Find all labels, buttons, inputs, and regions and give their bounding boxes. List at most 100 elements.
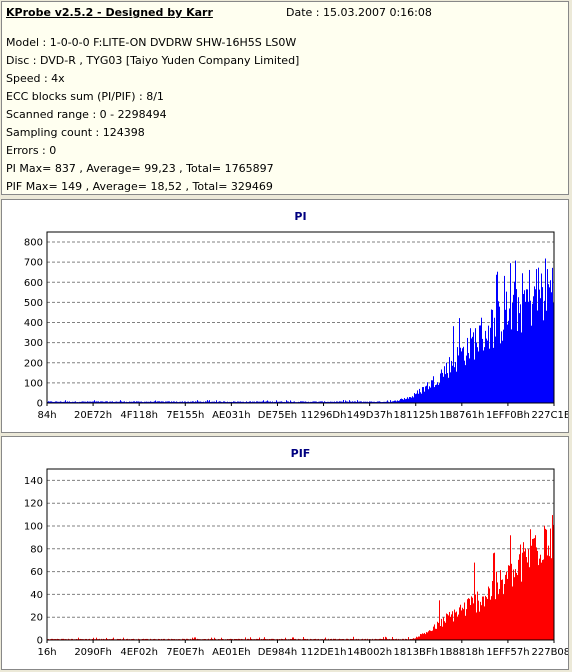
pif-bar	[183, 638, 184, 640]
pif-bar	[499, 588, 500, 640]
pi-bar	[520, 304, 521, 403]
pif-bar	[380, 638, 381, 640]
pi-xtick-label: AE031h	[212, 410, 251, 421]
pif-bar	[449, 611, 450, 640]
pif-bar	[463, 609, 464, 640]
pi-bar	[497, 271, 498, 403]
pi-bar	[338, 401, 339, 403]
pi-bar	[319, 401, 320, 403]
pi-bar	[423, 387, 424, 403]
pi-bar	[461, 351, 462, 403]
pi-bar	[387, 400, 388, 403]
pif-bar	[496, 571, 497, 640]
pif-bar	[269, 638, 270, 640]
pi-bar	[452, 365, 453, 403]
pif-bar	[504, 584, 505, 640]
pif-bar	[473, 603, 474, 640]
pif-bar	[358, 638, 359, 640]
pi-bar	[137, 401, 138, 403]
pif-bar	[509, 565, 510, 640]
pi-bar	[310, 401, 311, 403]
pi-bar	[201, 401, 202, 403]
pif-bar	[365, 638, 366, 640]
pif-bar	[544, 525, 545, 640]
pif-bar	[450, 616, 451, 640]
pi-bar	[118, 401, 119, 403]
pif-bar	[221, 637, 222, 640]
pi-bar	[399, 400, 400, 403]
pi-bar	[515, 260, 516, 403]
pi-bar	[54, 401, 55, 403]
pif-bar	[486, 597, 487, 640]
pif-bar	[51, 638, 52, 640]
pi-bar	[52, 401, 53, 403]
pif-bar	[403, 638, 404, 640]
pi-bar	[173, 401, 174, 403]
pi-bar	[200, 401, 201, 403]
pi-bar	[290, 400, 291, 403]
pi-xtick-label: 84h	[37, 410, 56, 421]
pi-bar	[348, 401, 349, 403]
pi-bar	[202, 401, 203, 403]
pi-chart: PI 0 100 200 300 400 500 600 700 800 84h 20E72h 4F11…	[24, 210, 568, 421]
pif-bar	[171, 638, 172, 640]
pi-bar	[157, 401, 158, 403]
pi-bar	[536, 269, 537, 403]
pi-bar	[447, 373, 448, 403]
pi-bar	[225, 401, 226, 403]
pif-bar	[127, 638, 128, 640]
pi-bar	[234, 401, 235, 403]
pi-bar	[357, 400, 358, 403]
pif-bar	[489, 588, 490, 640]
info-sampling-count: Sampling count : 124398	[6, 126, 145, 139]
pif-bar	[318, 638, 319, 640]
app-title: KProbe v2.5.2 - Designed by Karr	[6, 6, 213, 19]
pif-bar	[150, 638, 151, 640]
pi-bar	[445, 374, 446, 403]
pi-bar	[249, 401, 250, 403]
pif-bar	[537, 550, 538, 640]
pi-bar	[332, 401, 333, 403]
pif-bar	[257, 638, 258, 640]
pif-bar	[356, 638, 357, 640]
pif-bar	[423, 633, 424, 640]
pif-bar	[303, 637, 304, 640]
pi-bar	[140, 401, 141, 403]
pi-bar	[443, 376, 444, 403]
pif-bar	[475, 594, 476, 640]
pi-bar	[342, 401, 343, 403]
pi-bar	[79, 401, 80, 403]
pi-bar	[56, 401, 57, 403]
pif-bar	[508, 565, 509, 640]
pif-bar	[487, 598, 488, 640]
pi-bar	[327, 401, 328, 403]
pi-bar	[325, 401, 326, 403]
pif-bar	[452, 611, 453, 640]
pi-bar	[524, 290, 525, 403]
pif-bar	[438, 622, 439, 640]
pi-bar	[193, 401, 194, 403]
pi-bar	[278, 401, 279, 403]
pif-xtick-label: 1813BFh	[394, 647, 438, 658]
pi-bar	[464, 360, 465, 403]
pi-bar	[374, 401, 375, 403]
pif-bar	[238, 638, 239, 640]
pi-bar	[152, 401, 153, 403]
pif-bar	[429, 630, 430, 640]
pi-bar	[501, 331, 502, 403]
pi-bar	[529, 269, 530, 403]
pi-bar	[408, 398, 409, 403]
pif-ytick-label: 120	[24, 499, 43, 510]
pi-bar	[298, 401, 299, 403]
pi-bar	[471, 338, 472, 403]
pif-bar	[212, 638, 213, 640]
pi-bar	[324, 401, 325, 403]
pi-bar	[120, 400, 121, 403]
pi-bar	[546, 310, 547, 403]
pi-bar	[62, 401, 63, 403]
pi-bar	[321, 401, 322, 403]
pi-xtick-label: 181125h	[393, 410, 438, 421]
pi-bar	[111, 401, 112, 403]
pi-bar	[196, 401, 197, 403]
pi-bar	[392, 401, 393, 403]
